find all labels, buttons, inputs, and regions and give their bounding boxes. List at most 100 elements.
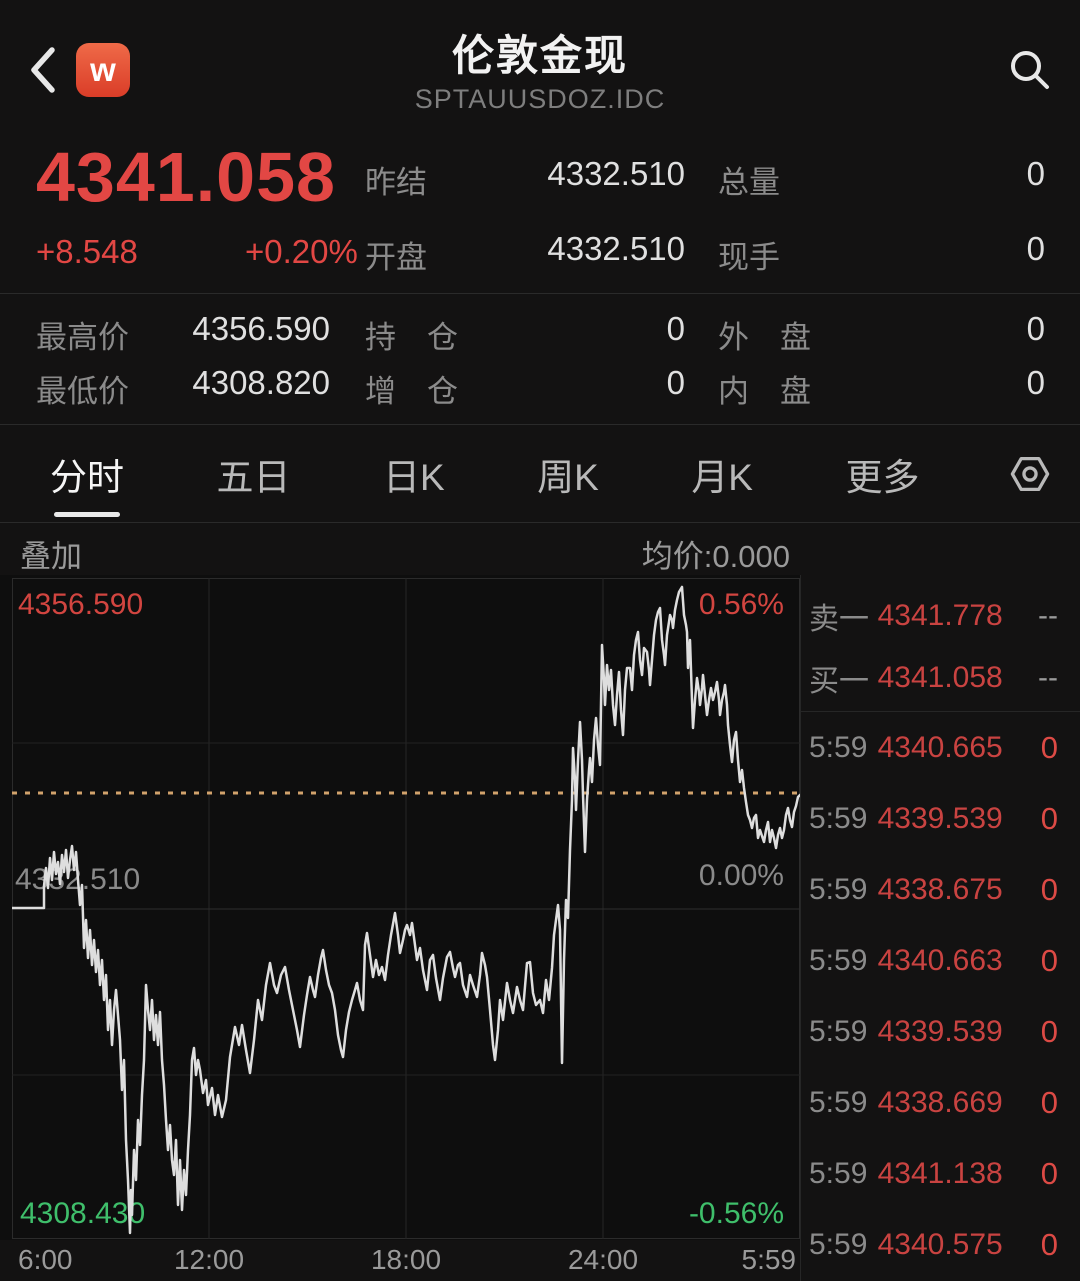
overlay-bar: 叠加 均价:0.000 (0, 523, 1080, 575)
axis-tick-559: 5:59 (741, 1244, 797, 1275)
tick-volume: 0 (1040, 1013, 1058, 1049)
axis-tick-18h: 18:00 (370, 1244, 442, 1275)
tick-volume: 0 (1040, 871, 1058, 907)
chart-settings-button[interactable] (1008, 452, 1052, 496)
tick-row: 5:59 4339.539 0 (801, 783, 1080, 854)
sell-one-volume: -- (1038, 599, 1058, 632)
sell-one-price: 4341.778 (877, 599, 1003, 632)
low-label: 最低价 (36, 374, 129, 409)
oi-change-value: 0 (666, 364, 685, 401)
tick-volume: 0 (1040, 1226, 1058, 1262)
page-title: 伦敦金现 (451, 32, 628, 79)
logo-letter: w (90, 51, 116, 88)
period-tabs: 分时 五日 日K 周K 月K 更多 (0, 425, 1080, 522)
chart-high-percent-label: 0.56% (698, 588, 784, 621)
tick-time: 5:59 (809, 1085, 868, 1119)
back-button[interactable] (22, 42, 70, 98)
tick-price: 4338.675 (877, 872, 1003, 906)
tab-label: 周K (537, 456, 599, 498)
buy-one-volume: -- (1038, 661, 1058, 694)
active-tab-underline (54, 511, 120, 517)
stats-block: 最高价 4356.590 持 仓 0 外 盘 0 最低价 4308.820 增 … (0, 294, 1080, 424)
search-button[interactable] (1006, 46, 1054, 94)
total-volume-value: 0 (1026, 155, 1045, 192)
axis-tick-12h: 12:00 (173, 1244, 245, 1275)
tick-price: 4339.539 (877, 1014, 1003, 1048)
period-tab[interactable]: 月K (687, 429, 757, 519)
time-axis: 6:00 12:00 18:00 24:00 5:59 (0, 1240, 800, 1281)
header: w 伦敦金现 SPTAUUSDOZ.IDC (0, 0, 1080, 135)
period-tab[interactable]: 分时 (46, 429, 128, 519)
tick-price: 4339.539 (877, 801, 1003, 835)
tick-row: 5:59 4340.665 0 (801, 712, 1080, 783)
tick-price: 4341.138 (877, 1156, 1003, 1190)
high-value: 4356.590 (192, 310, 330, 347)
order-book-panel: 卖一 4341.778 -- 买一 4341.058 -- 5:59 4340.… (800, 575, 1080, 1281)
open-interest-value: 0 (666, 310, 685, 347)
chart-low-percent-label: -0.56% (688, 1197, 784, 1230)
axis-tick-24h: 24:00 (567, 1244, 639, 1275)
tick-row: 5:59 4340.575 0 (801, 1209, 1080, 1280)
tick-row: 5:59 4338.675 0 (801, 854, 1080, 925)
divider (0, 522, 1080, 523)
back-chevron-icon (31, 47, 55, 93)
tick-list: 5:59 4340.665 0 5:59 4339.539 0 5:59 433… (801, 712, 1080, 1280)
instrument-code: SPTAUUSDOZ.IDC (414, 84, 666, 114)
buy-one-row: 买一 4341.058 -- (801, 647, 1080, 709)
oi-change-label: 增 仓 (365, 374, 458, 409)
chart-low-price-label: 4308.430 (20, 1197, 146, 1230)
quote-block: 4341.058 +8.548 +0.20% 昨结 4332.510 总量 0 … (0, 135, 1080, 293)
prev-close-value: 4332.510 (547, 155, 685, 192)
inner-volume-value: 0 (1026, 364, 1045, 401)
open-value: 4332.510 (547, 230, 685, 267)
axis-tick-6h: 6:00 (18, 1244, 73, 1275)
period-tab[interactable]: 周K (533, 429, 603, 519)
period-tab[interactable]: 五日 (212, 429, 294, 519)
tab-label: 日K (382, 456, 445, 498)
search-icon (1011, 51, 1049, 89)
tick-volume: 0 (1040, 1155, 1058, 1191)
tab-label: 分时 (50, 456, 124, 498)
tick-volume: 0 (1040, 1084, 1058, 1120)
tick-row: 5:59 4340.663 0 (801, 925, 1080, 996)
price-change: +8.548 (36, 233, 138, 270)
outer-volume-label: 外 盘 (718, 320, 811, 355)
last-price: 4341.058 (36, 138, 336, 216)
price-line (12, 585, 800, 1235)
chart-zero-percent-label: 0.00% (698, 859, 784, 892)
current-hand-label: 现手 (718, 240, 780, 275)
tick-time: 5:59 (809, 1014, 868, 1048)
buy-one-price: 4341.058 (877, 661, 1003, 694)
settings-gear-icon (1010, 456, 1050, 491)
outer-volume-value: 0 (1026, 310, 1045, 347)
tick-time: 5:59 (809, 943, 868, 977)
period-tab[interactable]: 更多 (841, 429, 923, 519)
tick-time: 5:59 (809, 730, 868, 764)
chart-high-price-label: 4356.590 (18, 588, 144, 621)
tick-time: 5:59 (809, 1156, 868, 1190)
tick-row: 5:59 4339.539 0 (801, 996, 1080, 1067)
tick-row: 5:59 4338.669 0 (801, 1067, 1080, 1138)
overlay-add-button[interactable]: 叠加 (20, 539, 82, 574)
price-change-percent: +0.20% (245, 233, 358, 270)
tick-volume: 0 (1040, 800, 1058, 836)
sell-one-label: 卖一 (809, 603, 869, 636)
wind-app-logo[interactable]: w (76, 43, 130, 97)
low-value: 4308.820 (192, 364, 330, 401)
inner-volume-label: 内 盘 (718, 374, 811, 409)
tick-price: 4340.663 (877, 943, 1003, 977)
divider (0, 293, 1080, 294)
divider (0, 424, 1080, 425)
tick-time: 5:59 (809, 872, 868, 906)
open-label: 开盘 (365, 240, 427, 275)
current-hand-value: 0 (1026, 230, 1045, 267)
tick-time: 5:59 (809, 1227, 868, 1261)
tab-label: 更多 (845, 456, 920, 498)
tick-price: 4340.575 (877, 1227, 1003, 1261)
total-volume-label: 总量 (718, 165, 780, 200)
tick-volume: 0 (1040, 729, 1058, 765)
period-tab[interactable]: 日K (379, 429, 449, 519)
tick-price: 4340.665 (877, 730, 1003, 764)
intraday-chart[interactable]: 4356.590 0.56% 4332.510 0.00% 4308.430 -… (0, 575, 800, 1240)
